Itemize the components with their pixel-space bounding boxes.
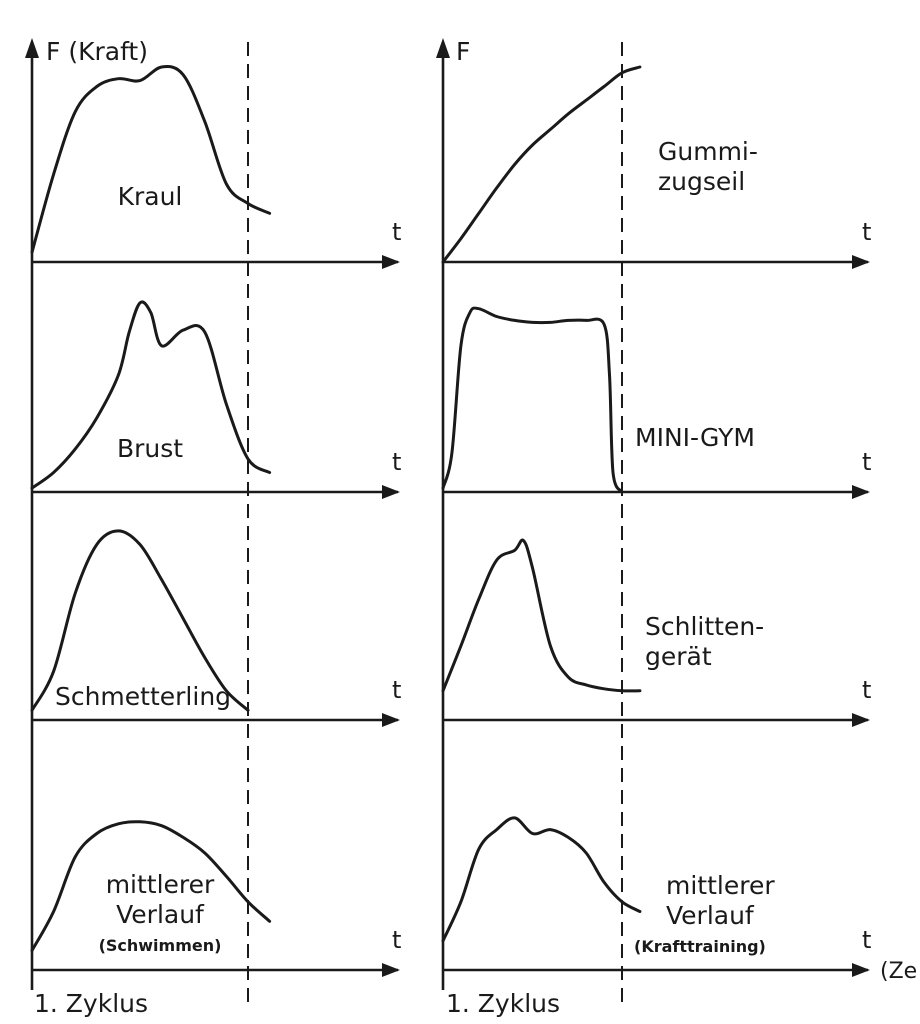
curve-schmetterling: [30, 529, 250, 712]
curve-mittlerer-verlauf-krafttraining: [441, 816, 642, 943]
x-axis-symbol-schmetterling: t: [392, 676, 401, 704]
panel-label-mittlerer-verlauf-krafttraining-0: mittlerer: [666, 871, 775, 900]
panel-label-schmetterling-0: Schmetterling: [55, 682, 231, 711]
x-axis-title: (Ze: [880, 959, 917, 984]
panel-label-gummizugseil-1: zugseil: [658, 167, 745, 196]
x-axis-arrow-icon-mini-gym: [852, 485, 870, 499]
x-axis-symbol-mittlerer-verlauf-schwimmen: t: [392, 926, 401, 954]
left-cycle-label: 1. Zyklus: [34, 989, 148, 1018]
panel-label-mittlerer-verlauf-schwimmen-1: Verlauf: [116, 900, 205, 929]
curve-brust: [30, 300, 272, 490]
panel-label-brust-0: Brust: [117, 434, 183, 463]
x-axis-symbol-schlittengeraet: t: [862, 676, 871, 704]
x-axis-arrow-icon-schmetterling: [382, 713, 400, 727]
left-y-axis-arrow-icon: [25, 38, 39, 58]
panel-sublabel-mittlerer-verlauf-schwimmen: (Schwimmen): [99, 936, 222, 955]
panel-label-kraul-0: Kraul: [118, 182, 183, 211]
x-axis-arrow-icon-brust: [382, 485, 400, 499]
x-axis-symbol-mini-gym: t: [862, 448, 871, 476]
x-axis-symbol-gummizugseil: t: [862, 218, 871, 246]
x-axis-symbol-mittlerer-verlauf-krafttraining: t: [862, 926, 871, 954]
curve-schlittengeraet: [441, 538, 642, 693]
x-axis-arrow-icon-mittlerer-verlauf-krafttraining: [852, 963, 870, 977]
x-axis-arrow-icon-schlittengeraet: [852, 713, 870, 727]
x-axis-symbol-brust: t: [392, 448, 401, 476]
panel-label-mini-gym-0: MINI-GYM: [635, 423, 755, 452]
curve-mini-gym: [441, 306, 624, 494]
x-axis-arrow-icon-gummizugseil: [852, 255, 870, 269]
panel-label-mittlerer-verlauf-schwimmen-0: mittlerer: [106, 870, 215, 899]
left-y-axis-label: F (Kraft): [46, 37, 148, 66]
curve-gummizugseil: [441, 65, 642, 264]
panel-label-gummizugseil-0: Gummi-: [658, 137, 758, 166]
right-y-axis-label: F: [456, 37, 470, 66]
curve-mittlerer-verlauf-schwimmen: [30, 820, 272, 952]
panel-label-schlittengeraet-1: gerät: [645, 642, 712, 671]
panel-label-mittlerer-verlauf-krafttraining-1: Verlauf: [666, 901, 755, 930]
right-y-axis-arrow-icon: [436, 38, 450, 58]
panel-sublabel-mittlerer-verlauf-krafttraining: (Krafttraining): [634, 937, 766, 956]
x-axis-arrow-icon-kraul: [382, 255, 400, 269]
panels-group: tKraultBrusttSchmetterlingtmittlererVerl…: [30, 65, 871, 977]
x-axis-symbol-kraul: t: [392, 218, 401, 246]
panel-label-schlittengeraet-0: Schlitten-: [645, 612, 764, 641]
curve-kraul: [30, 65, 272, 254]
right-cycle-label: 1. Zyklus: [446, 989, 560, 1018]
x-axis-arrow-icon-mittlerer-verlauf-schwimmen: [382, 963, 400, 977]
